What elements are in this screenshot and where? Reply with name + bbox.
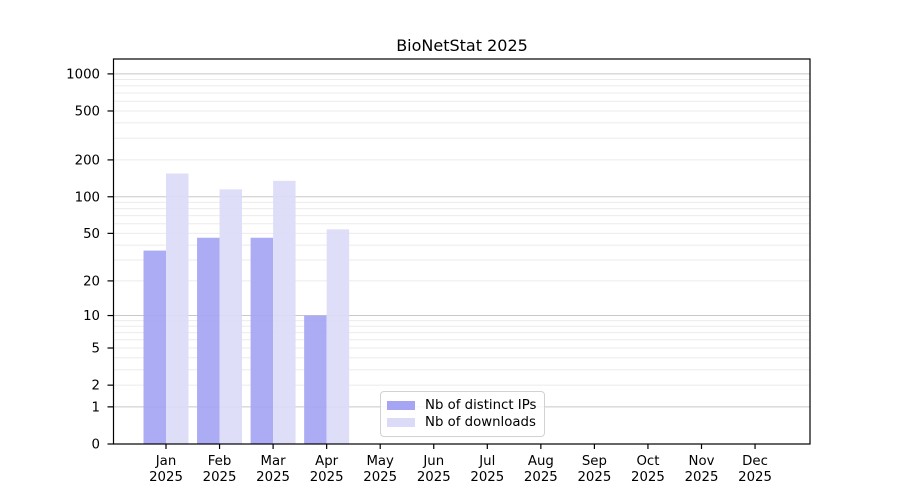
- y-tick-label: 50: [83, 227, 100, 242]
- bar-downloads-feb: [219, 189, 243, 444]
- x-tick-label-mar: Mar 2025: [256, 454, 290, 485]
- bar-distinct-ips-mar: [250, 237, 274, 444]
- x-tick-label-jun: Jun 2025: [417, 454, 451, 485]
- bar-distinct-ips-apr: [304, 315, 327, 444]
- y-tick-label: 200: [75, 154, 100, 169]
- legend-label-downloads: Nb of downloads: [425, 415, 536, 430]
- y-tick-label: 2: [92, 379, 100, 394]
- x-tick-label-oct: Oct 2025: [631, 454, 665, 485]
- x-tick-label-aug: Aug 2025: [524, 454, 558, 485]
- bar-downloads-apr: [326, 229, 350, 444]
- legend-swatch-distinct-ips: [387, 401, 415, 410]
- y-tick-label: 100: [75, 190, 100, 205]
- x-tick-label-jan: Jan 2025: [149, 454, 183, 485]
- x-tick-label-nov: Nov 2025: [685, 454, 719, 485]
- y-tick-label: 1000: [66, 67, 100, 82]
- chart-title: BioNetStat 2025: [396, 36, 528, 55]
- bar-downloads-jan: [166, 173, 189, 444]
- x-tick-label-jul: Jul 2025: [470, 454, 504, 485]
- x-tick-label-dec: Dec 2025: [738, 454, 772, 485]
- legend-item-downloads: Nb of downloads: [387, 414, 536, 431]
- bar-downloads-mar: [273, 180, 296, 444]
- y-tick-label: 10: [83, 309, 100, 324]
- legend-label-distinct-ips: Nb of distinct IPs: [425, 398, 537, 413]
- x-tick-label-sep: Sep 2025: [577, 454, 611, 485]
- plot-border: [112, 58, 811, 445]
- y-tick-label: 5: [92, 342, 100, 357]
- bar-distinct-ips-jan: [143, 250, 166, 444]
- y-tick-label: 1: [92, 400, 100, 415]
- bar-distinct-ips-feb: [197, 237, 220, 444]
- x-tick-label-apr: Apr 2025: [310, 454, 344, 485]
- legend-swatch-downloads: [387, 418, 415, 427]
- y-tick-label: 0: [92, 438, 100, 453]
- legend: Nb of distinct IPs Nb of downloads: [380, 391, 545, 437]
- x-tick-label-feb: Feb 2025: [203, 454, 237, 485]
- y-tick-label: 20: [83, 275, 100, 290]
- y-tick-label: 500: [75, 105, 100, 120]
- x-tick-label-may: May 2025: [363, 454, 397, 485]
- legend-item-distinct-ips: Nb of distinct IPs: [387, 397, 536, 414]
